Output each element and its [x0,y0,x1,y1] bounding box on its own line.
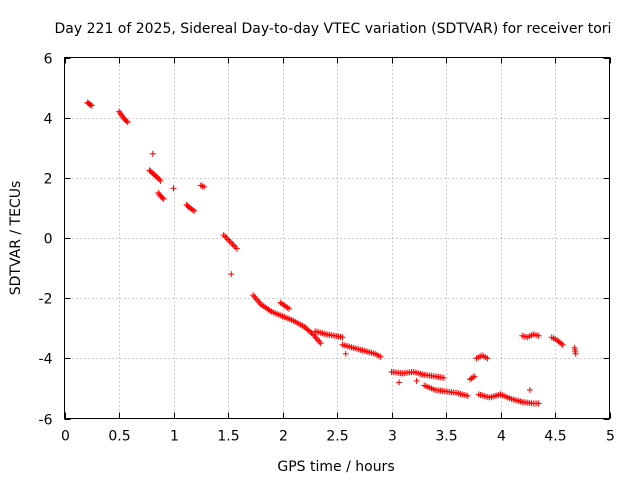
data-point [220,231,227,238]
x-tick-label: 4 [497,429,506,445]
y-tick-label: -6 [39,413,53,429]
x-tick-label: 4.5 [544,429,566,445]
data-point [304,326,311,333]
data-point [471,373,478,380]
x-tick-label: 5 [606,429,615,445]
x-tick-label: 2 [279,429,288,445]
data-point [440,374,447,381]
data-point [305,327,312,334]
data-point [88,102,95,109]
data-point [230,242,237,249]
data-point [124,119,131,126]
data-point [286,305,293,312]
data-point [302,324,309,331]
x-tick-label: 1 [170,429,179,445]
data-point [160,195,167,202]
data-point [284,304,291,311]
x-tick-label: 3 [388,429,397,445]
data-point [301,323,308,330]
data-point [232,244,239,251]
chart-title: Day 221 of 2025, Sidereal Day-to-day VTE… [55,21,612,37]
data-point [149,150,156,157]
y-axis-label: SDTVAR / TECUs [8,181,24,296]
data-point [396,379,403,386]
x-tick-label: 1.5 [217,429,239,445]
y-tick-label: 0 [44,232,53,248]
axis-ticks: 0 0.5 1 1.5 2 2.5 3 3.5 4 4.5 5 -6 -4 -2 0 2 4 6 [39,52,615,445]
x-axis-label: GPS time / hours [277,459,394,475]
y-tick-label: 6 [44,52,53,68]
data-point [484,355,491,362]
data-point [227,239,234,246]
data-point [233,245,240,252]
data-point [170,185,177,192]
data-point [222,233,229,240]
data-point [159,194,166,201]
data-point [535,400,542,407]
x-tick-label: 2.5 [326,429,348,445]
data-point [558,340,565,347]
x-tick-label: 3.5 [435,429,457,445]
data-point [342,350,349,357]
data-point [201,183,208,190]
data-point [225,236,231,243]
data-point [572,350,579,357]
y-tick-label: -4 [39,352,53,368]
data-point [377,353,384,360]
data-point [191,207,198,214]
y-tick-label: 4 [44,112,53,128]
data-point [559,341,566,348]
grid [64,57,610,419]
data-point [229,241,236,248]
data-point [469,374,476,381]
data-point [189,206,196,213]
y-tick-label: -2 [39,292,53,308]
data-point [87,101,94,108]
data-points [84,99,579,407]
data-point [464,392,471,399]
data-point [228,271,235,278]
x-tick-label: 0 [61,429,70,445]
data-point [339,334,346,341]
data-point [308,330,315,337]
data-point [526,386,533,393]
data-point [413,377,420,384]
data-point [317,340,324,347]
data-point [226,238,233,245]
x-tick-label: 0.5 [108,429,130,445]
data-point [535,332,542,339]
data-point [223,235,230,241]
data-point [307,328,314,335]
data-point [157,177,164,184]
data-point [123,118,130,125]
y-tick-label: 2 [44,172,53,188]
